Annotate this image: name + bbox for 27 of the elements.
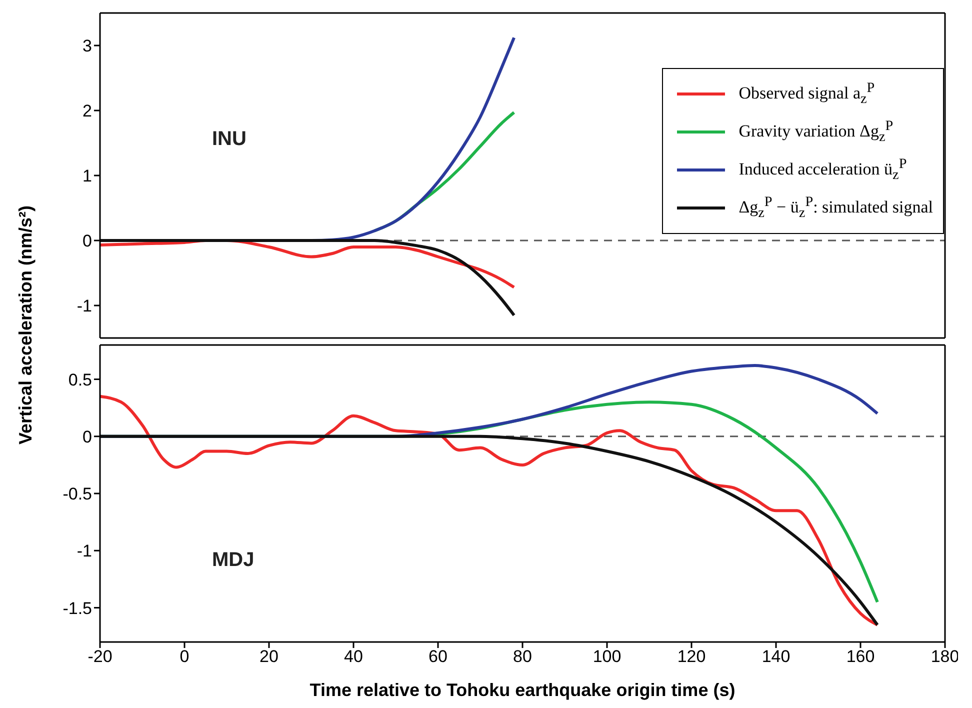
x-tick-label: 100	[592, 647, 622, 666]
y-tick-label: 1	[82, 166, 92, 186]
x-tick-label: 120	[677, 647, 706, 666]
y-tick-label: 2	[82, 102, 92, 121]
x-tick-label: 40	[344, 647, 363, 666]
y-tick-label: 3	[82, 36, 92, 56]
y-axis-title: Vertical acceleration (nm/s²)	[16, 205, 36, 445]
legend-label: Δg$_{z}$$^{P}$ − ü$_{z}$$^{P}$: simulated signal	[738, 194, 933, 222]
y-tick-label: -1	[76, 296, 92, 316]
x-tick-label: 80	[513, 647, 532, 666]
x-tick-label: 160	[846, 647, 875, 666]
x-tick-label: -20	[88, 647, 112, 666]
x-tick-label: 60	[428, 647, 448, 666]
x-tick-label: 0	[180, 647, 190, 666]
x-axis-title: Time relative to Tohoku earthquake origin time (s)	[310, 680, 736, 700]
y-tick-label: 0.5	[68, 370, 92, 390]
line-series	[100, 239, 516, 317]
y-tick-label: -0.5	[62, 484, 92, 504]
annotation: MDJ	[212, 548, 254, 572]
y-tick-label: -1.5	[62, 598, 92, 618]
annotation: INU	[212, 128, 246, 151]
y-tick-label: 0	[82, 232, 92, 251]
y-tick-label: 0	[82, 427, 92, 446]
y-tick-label: -1	[76, 542, 92, 561]
x-tick-label: 20	[260, 647, 278, 666]
x-tick-label: 140	[762, 647, 790, 666]
line-series	[100, 434, 879, 626]
